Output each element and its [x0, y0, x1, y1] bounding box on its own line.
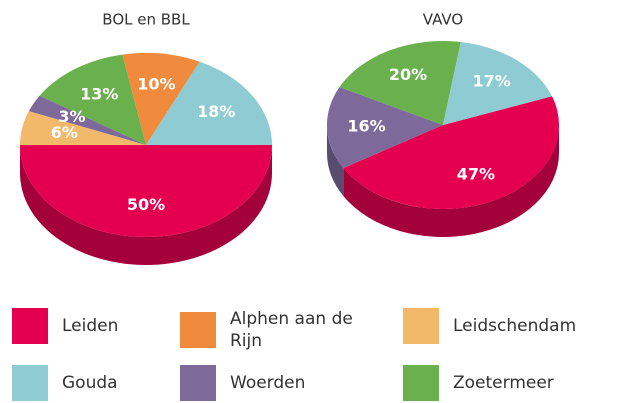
pie-slice: [28, 95, 147, 145]
pie-side: [343, 125, 559, 237]
pie-slice: [20, 145, 272, 237]
value-label: 20%: [389, 65, 427, 84]
legend-label: Zoetermeer: [453, 373, 554, 393]
value-label: 18%: [197, 102, 235, 121]
legend-label: Leidschendam: [453, 316, 577, 336]
legend-label: Woerden: [230, 373, 306, 393]
legend-item: Leiden: [12, 308, 222, 344]
pie-slice: [343, 96, 559, 209]
legend-swatch: [12, 308, 48, 344]
pie-side: [20, 145, 272, 265]
legend-swatch: [403, 365, 439, 401]
legend-label: Gouda: [62, 373, 118, 393]
legend-item: Gouda: [12, 365, 222, 401]
value-label: 47%: [457, 165, 495, 184]
chart: BOL en BBL 50% 6%3% 13% 10% 18% VAVO 47% 16% 20% 1…: [20, 11, 559, 265]
legend-swatch: [12, 365, 48, 401]
value-label: 10%: [137, 74, 175, 93]
value-label: 6%: [51, 123, 78, 142]
pie-slice: [39, 54, 146, 145]
pie-slice: [339, 40, 461, 125]
pie-slice: [146, 61, 272, 145]
value-label: 13%: [80, 84, 118, 103]
pie-side: [327, 125, 344, 197]
legend-swatch: [403, 308, 439, 344]
pie-slice: [443, 41, 553, 125]
pie-slice: [20, 111, 146, 145]
legend-item: Zoetermeer: [403, 365, 613, 401]
value-label: 16%: [347, 116, 385, 135]
pie-title: VAVO: [423, 11, 463, 29]
value-label: 3%: [58, 107, 85, 126]
legend-swatch: [180, 312, 216, 348]
pie-slice: [122, 53, 200, 145]
legend-item: Leidschendam: [403, 308, 613, 344]
value-label: 17%: [472, 72, 510, 91]
legend-item: Alphen aan de Rijn: [180, 308, 360, 352]
legend-label: Alphen aan de Rijn: [230, 309, 353, 351]
legend-label: Leiden: [62, 316, 119, 336]
legend-swatch: [180, 365, 216, 401]
pie-slice: [327, 87, 443, 169]
pie-title: BOL en BBL: [102, 11, 190, 29]
legend-item: Woerden: [180, 365, 390, 401]
value-label: 50%: [127, 195, 165, 214]
